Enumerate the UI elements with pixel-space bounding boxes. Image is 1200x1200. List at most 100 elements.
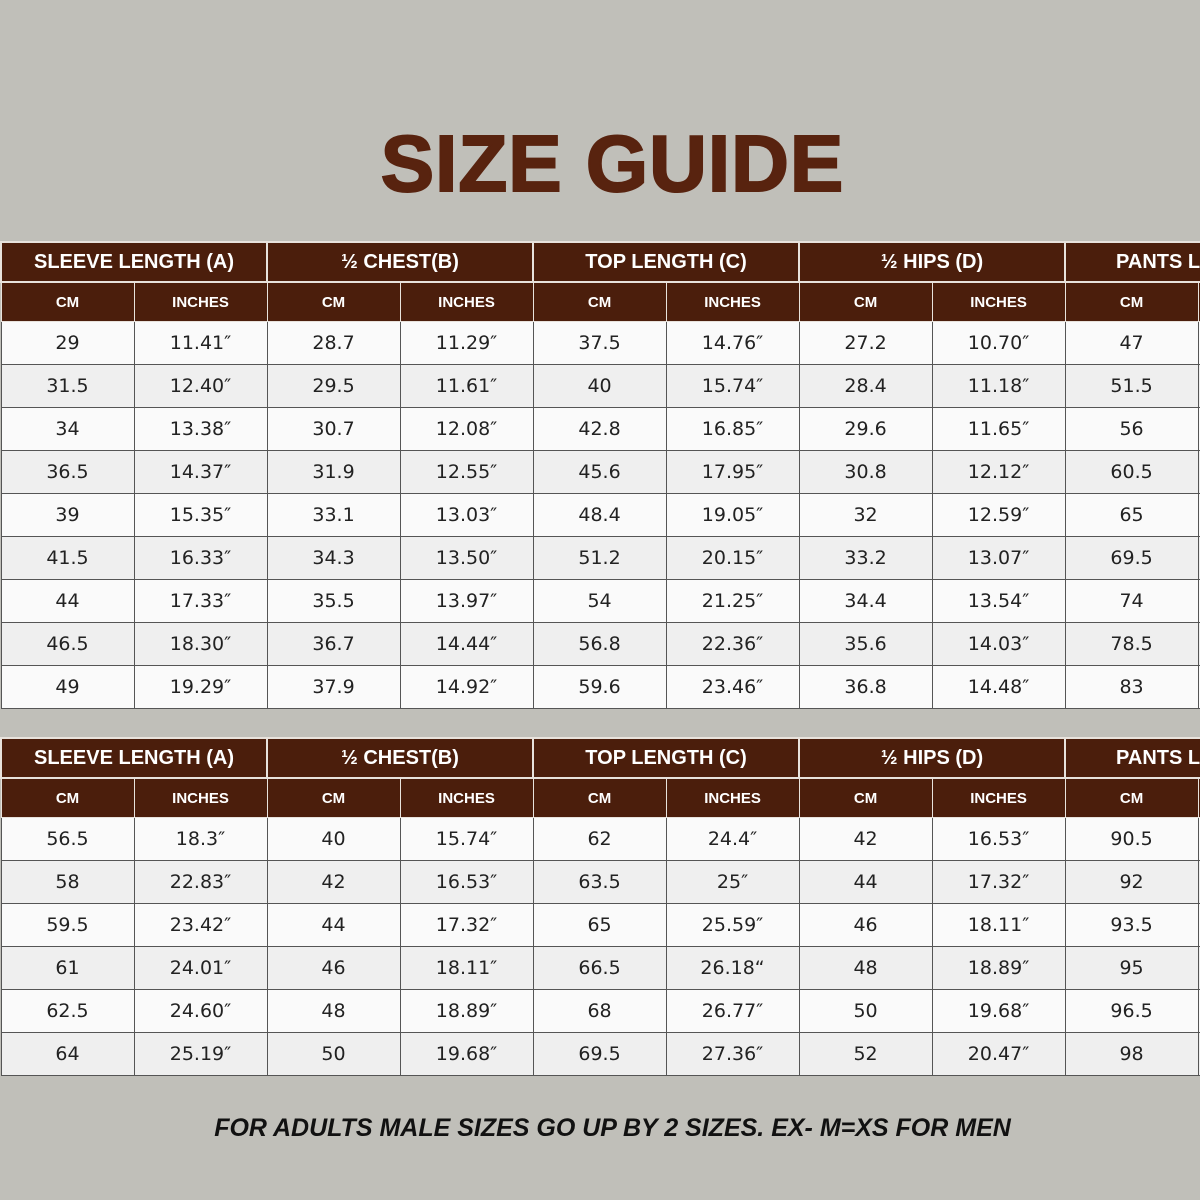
cell: 21.25″: [665, 579, 800, 623]
group-header: TOP LENGTH (C): [532, 737, 801, 779]
cell: 52: [798, 1032, 933, 1076]
cell: 40: [532, 364, 667, 408]
group-header: ½ HIPS (D): [798, 241, 1067, 283]
cell: 20.47″: [931, 1032, 1066, 1076]
cell: 56: [1064, 407, 1199, 451]
data-row: 59.5 23.42″ 44 17.32″ 65 25.59″ 46 18.11″ 93.5: [0, 903, 1200, 947]
cell: 33.2: [798, 536, 933, 580]
data-row: 36.5 14.37″ 31.9 12.55″ 45.6 17.95″ 30.8 12.12″…: [0, 450, 1200, 494]
cell: 11.29″: [399, 321, 534, 365]
cell: 90.5: [1064, 817, 1199, 861]
cell: 36.5: [0, 450, 135, 494]
cell: 17.32″: [399, 903, 534, 947]
cell: 26.18“: [665, 946, 800, 990]
cell: 45.6: [532, 450, 667, 494]
cell: 40: [266, 817, 401, 861]
cell: 11.65″: [931, 407, 1066, 451]
cell: 37.9: [266, 665, 401, 709]
cell: 16.53″: [399, 860, 534, 904]
cell: 17.33″: [133, 579, 268, 623]
cell: 12.40″: [133, 364, 268, 408]
cell: 50: [798, 989, 933, 1033]
cell: 16.85″: [665, 407, 800, 451]
cell: 19.68″: [399, 1032, 534, 1076]
footer-note: FOR ADULTS MALE SIZES GO UP BY 2 SIZES. …: [214, 1114, 1011, 1142]
cell: 24.01″: [133, 946, 268, 990]
data-row: 49 19.29″ 37.9 14.92″ 59.6 23.46″ 36.8 14.48″ 83: [0, 665, 1200, 709]
cell: 60.5: [1064, 450, 1199, 494]
cell: 18.11″: [931, 903, 1066, 947]
cell: 20.15″: [665, 536, 800, 580]
cell: 14.76″: [665, 321, 800, 365]
sub-header: INCHES: [665, 281, 800, 322]
cell: 16.53″: [931, 817, 1066, 861]
cell: 18.3″: [133, 817, 268, 861]
data-row: 31.5 12.40″ 29.5 11.61″ 40 15.74″ 28.4 11.18″ 51…: [0, 364, 1200, 408]
cell: 98: [1064, 1032, 1199, 1076]
cell: 12.08″: [399, 407, 534, 451]
cell: 48: [266, 989, 401, 1033]
cell: 93.5: [1064, 903, 1199, 947]
sub-header: CM: [0, 777, 135, 818]
sub-header: CM: [532, 281, 667, 322]
cell: 11.41″: [133, 321, 268, 365]
cell: 23.46″: [665, 665, 800, 709]
size-table: SLEEVE LENGTH (A) ½ CHEST(B) TOP LENGTH (C…: [0, 737, 1200, 1076]
cell: 36.7: [266, 622, 401, 666]
sub-header: CM: [1064, 777, 1199, 818]
cell: 46: [266, 946, 401, 990]
sub-header: CM: [1064, 281, 1199, 322]
cell-edge: [1197, 665, 1200, 709]
group-header: SLEEVE LENGTH (A): [0, 241, 269, 283]
cell: 12.55″: [399, 450, 534, 494]
cell: 29.5: [266, 364, 401, 408]
cell: 19.68″: [931, 989, 1066, 1033]
cell: 92: [1064, 860, 1199, 904]
cell: 27.36″: [665, 1032, 800, 1076]
cell: 50: [266, 1032, 401, 1076]
cell: 33.1: [266, 493, 401, 537]
cell: 22.36″: [665, 622, 800, 666]
cell: 74: [1064, 579, 1199, 623]
cell: 16.33″: [133, 536, 268, 580]
cell: 32: [798, 493, 933, 537]
cell: 34: [0, 407, 135, 451]
sub-header-row: CM INCHES CM INCHES CM INCHES CM INCHES CM: [0, 777, 1200, 818]
sub-header-row: CM INCHES CM INCHES CM INCHES CM INCHES CM: [0, 281, 1200, 322]
cell: 37.5: [532, 321, 667, 365]
sub-header: INCHES: [133, 281, 268, 322]
data-row: 64 25.19″ 50 19.68″ 69.5 27.36″ 52 20.47″ 98: [0, 1032, 1200, 1076]
cell: 26.77″: [665, 989, 800, 1033]
cell: 96.5: [1064, 989, 1199, 1033]
cell: 49: [0, 665, 135, 709]
cell: 15.74″: [399, 817, 534, 861]
cell: 25.19″: [133, 1032, 268, 1076]
cell-edge: [1197, 1032, 1200, 1076]
group-header: ½ HIPS (D): [798, 737, 1067, 779]
cell: 56.5: [0, 817, 135, 861]
cell: 28.7: [266, 321, 401, 365]
cell: 13.54″: [931, 579, 1066, 623]
sub-header: CM: [0, 281, 135, 322]
cell: 27.2: [798, 321, 933, 365]
cell: 19.29″: [133, 665, 268, 709]
cell: 31.9: [266, 450, 401, 494]
group-header: SLEEVE LENGTH (A): [0, 737, 269, 779]
cell: 14.92″: [399, 665, 534, 709]
table-wrap: SLEEVE LENGTH (A) ½ CHEST(B) TOP LENGTH (C…: [0, 241, 1200, 709]
cell: 11.61″: [399, 364, 534, 408]
cell: 58: [0, 860, 135, 904]
data-row: 29 11.41″ 28.7 11.29″ 37.5 14.76″ 27.2 10.70″ 47: [0, 321, 1200, 365]
cell: 56.8: [532, 622, 667, 666]
cell: 13.50″: [399, 536, 534, 580]
sub-header: CM: [798, 777, 933, 818]
cell: 28.4: [798, 364, 933, 408]
cell: 48: [798, 946, 933, 990]
cell: 39: [0, 493, 135, 537]
data-row: 39 15.35″ 33.1 13.03″ 48.4 19.05″ 32 12.59″ 65: [0, 493, 1200, 537]
sub-header: INCHES: [931, 281, 1066, 322]
cell: 22.83″: [133, 860, 268, 904]
cell: 59.5: [0, 903, 135, 947]
cell: 12.12″: [931, 450, 1066, 494]
